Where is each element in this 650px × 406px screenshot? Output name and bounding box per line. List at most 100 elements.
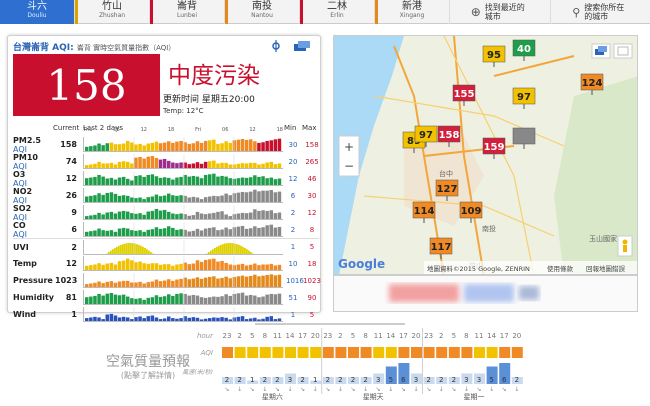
forecast-aqi-cell[interactable] <box>386 347 397 358</box>
forecast-aqi-cell[interactable] <box>474 347 485 358</box>
forecast-day-label: 星期天 <box>363 393 384 401</box>
spark-bar <box>232 243 234 255</box>
pollutant-name: Pressure <box>13 276 41 285</box>
forecast-aqi-cell[interactable] <box>512 347 523 358</box>
forecast-aqi-cell[interactable] <box>222 347 233 358</box>
forecast-aqi-cell[interactable] <box>260 347 271 358</box>
forecast-wind-value: 1 <box>313 376 317 384</box>
blurred-ad[interactable] <box>334 276 639 313</box>
pollutant-sparkline[interactable] <box>83 273 283 288</box>
pegman-icon[interactable] <box>618 236 632 256</box>
locate-icon: ⊕ <box>471 8 481 17</box>
spark-bar <box>204 298 208 305</box>
forecast-aqi-cell[interactable] <box>348 347 359 358</box>
spark-bar <box>85 147 89 152</box>
spark-bar <box>253 296 257 305</box>
forecast-aqi-cell[interactable] <box>310 347 321 358</box>
spark-bar <box>208 277 212 288</box>
forecast-aqi-cell[interactable] <box>487 347 498 358</box>
forecast-aqi-cell[interactable] <box>298 347 309 358</box>
zoom-in-button[interactable]: + <box>344 140 354 154</box>
forecast-chart[interactable]: 空氣質量預報 (點擊了解詳情) hour AQI 風速(米/秒) 232↘22↓… <box>0 322 650 402</box>
pollutant-sparkline[interactable] <box>83 171 283 186</box>
settings-icon[interactable] <box>273 40 279 52</box>
find-nearest-button[interactable]: ⊕找到最近的城市 <box>450 0 551 24</box>
spark-bar <box>237 214 241 221</box>
forecast-aqi-cell[interactable] <box>247 347 258 358</box>
forecast-aqi-cell[interactable] <box>285 347 296 358</box>
map-report-link[interactable]: 回報地圖錯誤 <box>586 264 626 273</box>
spark-bar <box>188 296 192 305</box>
forecast-aqi-cell[interactable] <box>272 347 283 358</box>
forecast-aqi-cell[interactable] <box>235 347 246 358</box>
spark-bar <box>265 163 269 170</box>
spark-bar <box>118 261 122 271</box>
pollutant-sparkline[interactable] <box>83 188 283 203</box>
forecast-wind-value: 2 <box>351 376 355 384</box>
wind-arrow-icon: ↘ <box>376 386 381 393</box>
pollutant-sparkline[interactable] <box>83 205 283 220</box>
spark-bar <box>216 163 220 169</box>
layers-icon[interactable] <box>294 41 310 51</box>
spark-bar <box>196 162 200 169</box>
ad-banner[interactable] <box>333 275 638 312</box>
pollutant-sparkline[interactable] <box>83 290 283 305</box>
spark-bar <box>122 244 124 255</box>
search-city-button[interactable]: ⚲搜索你所在的城市 <box>551 0 650 24</box>
pollutant-name: O3 AQI <box>13 170 41 188</box>
pollutant-min: 2 <box>286 226 300 234</box>
map-attribution: 地圖資料©2015 Google, ZENRIN <box>427 264 530 273</box>
map-terms-link[interactable]: 使用條款 <box>547 264 574 273</box>
pollutant-sparkline[interactable] <box>83 222 283 237</box>
forecast-aqi-cell[interactable] <box>323 347 334 358</box>
pollutant-sparkline[interactable] <box>83 137 283 152</box>
pollutant-sparkline[interactable] <box>83 256 283 271</box>
spark-bar <box>130 243 132 255</box>
spark-bar <box>257 276 261 288</box>
pollutant-sparkline[interactable] <box>83 307 283 322</box>
forecast-aqi-cell[interactable] <box>499 347 510 358</box>
forecast-aqi-cell[interactable] <box>411 347 422 358</box>
forecast-aqi-cell[interactable] <box>449 347 460 358</box>
forecast-subtitle[interactable]: (點擊了解詳情) <box>121 370 175 380</box>
pollutant-max: 5 <box>302 243 322 251</box>
spark-bar <box>245 265 249 271</box>
zoom-out-button[interactable]: − <box>344 159 354 173</box>
forecast-aqi-cell[interactable] <box>361 347 372 358</box>
layers-icon[interactable] <box>592 44 610 58</box>
forecast-aqi-cell[interactable] <box>436 347 447 358</box>
spark-bar <box>204 278 208 288</box>
spark-bar <box>261 164 265 169</box>
spark-bar <box>114 283 118 288</box>
forecast-aqi-cell[interactable] <box>398 347 409 358</box>
pollutant-sparkline[interactable] <box>83 240 283 255</box>
forecast-aqi-cell[interactable] <box>373 347 384 358</box>
spark-bar <box>233 294 237 305</box>
fullscreen-icon[interactable] <box>614 44 632 58</box>
pollutant-sparkline[interactable] <box>83 154 283 169</box>
forecast-aqi-cell[interactable] <box>424 347 435 358</box>
forecast-aqi-cell[interactable] <box>335 347 346 358</box>
forecast-aqi-cell[interactable] <box>461 347 472 358</box>
spark-bar <box>261 191 265 203</box>
